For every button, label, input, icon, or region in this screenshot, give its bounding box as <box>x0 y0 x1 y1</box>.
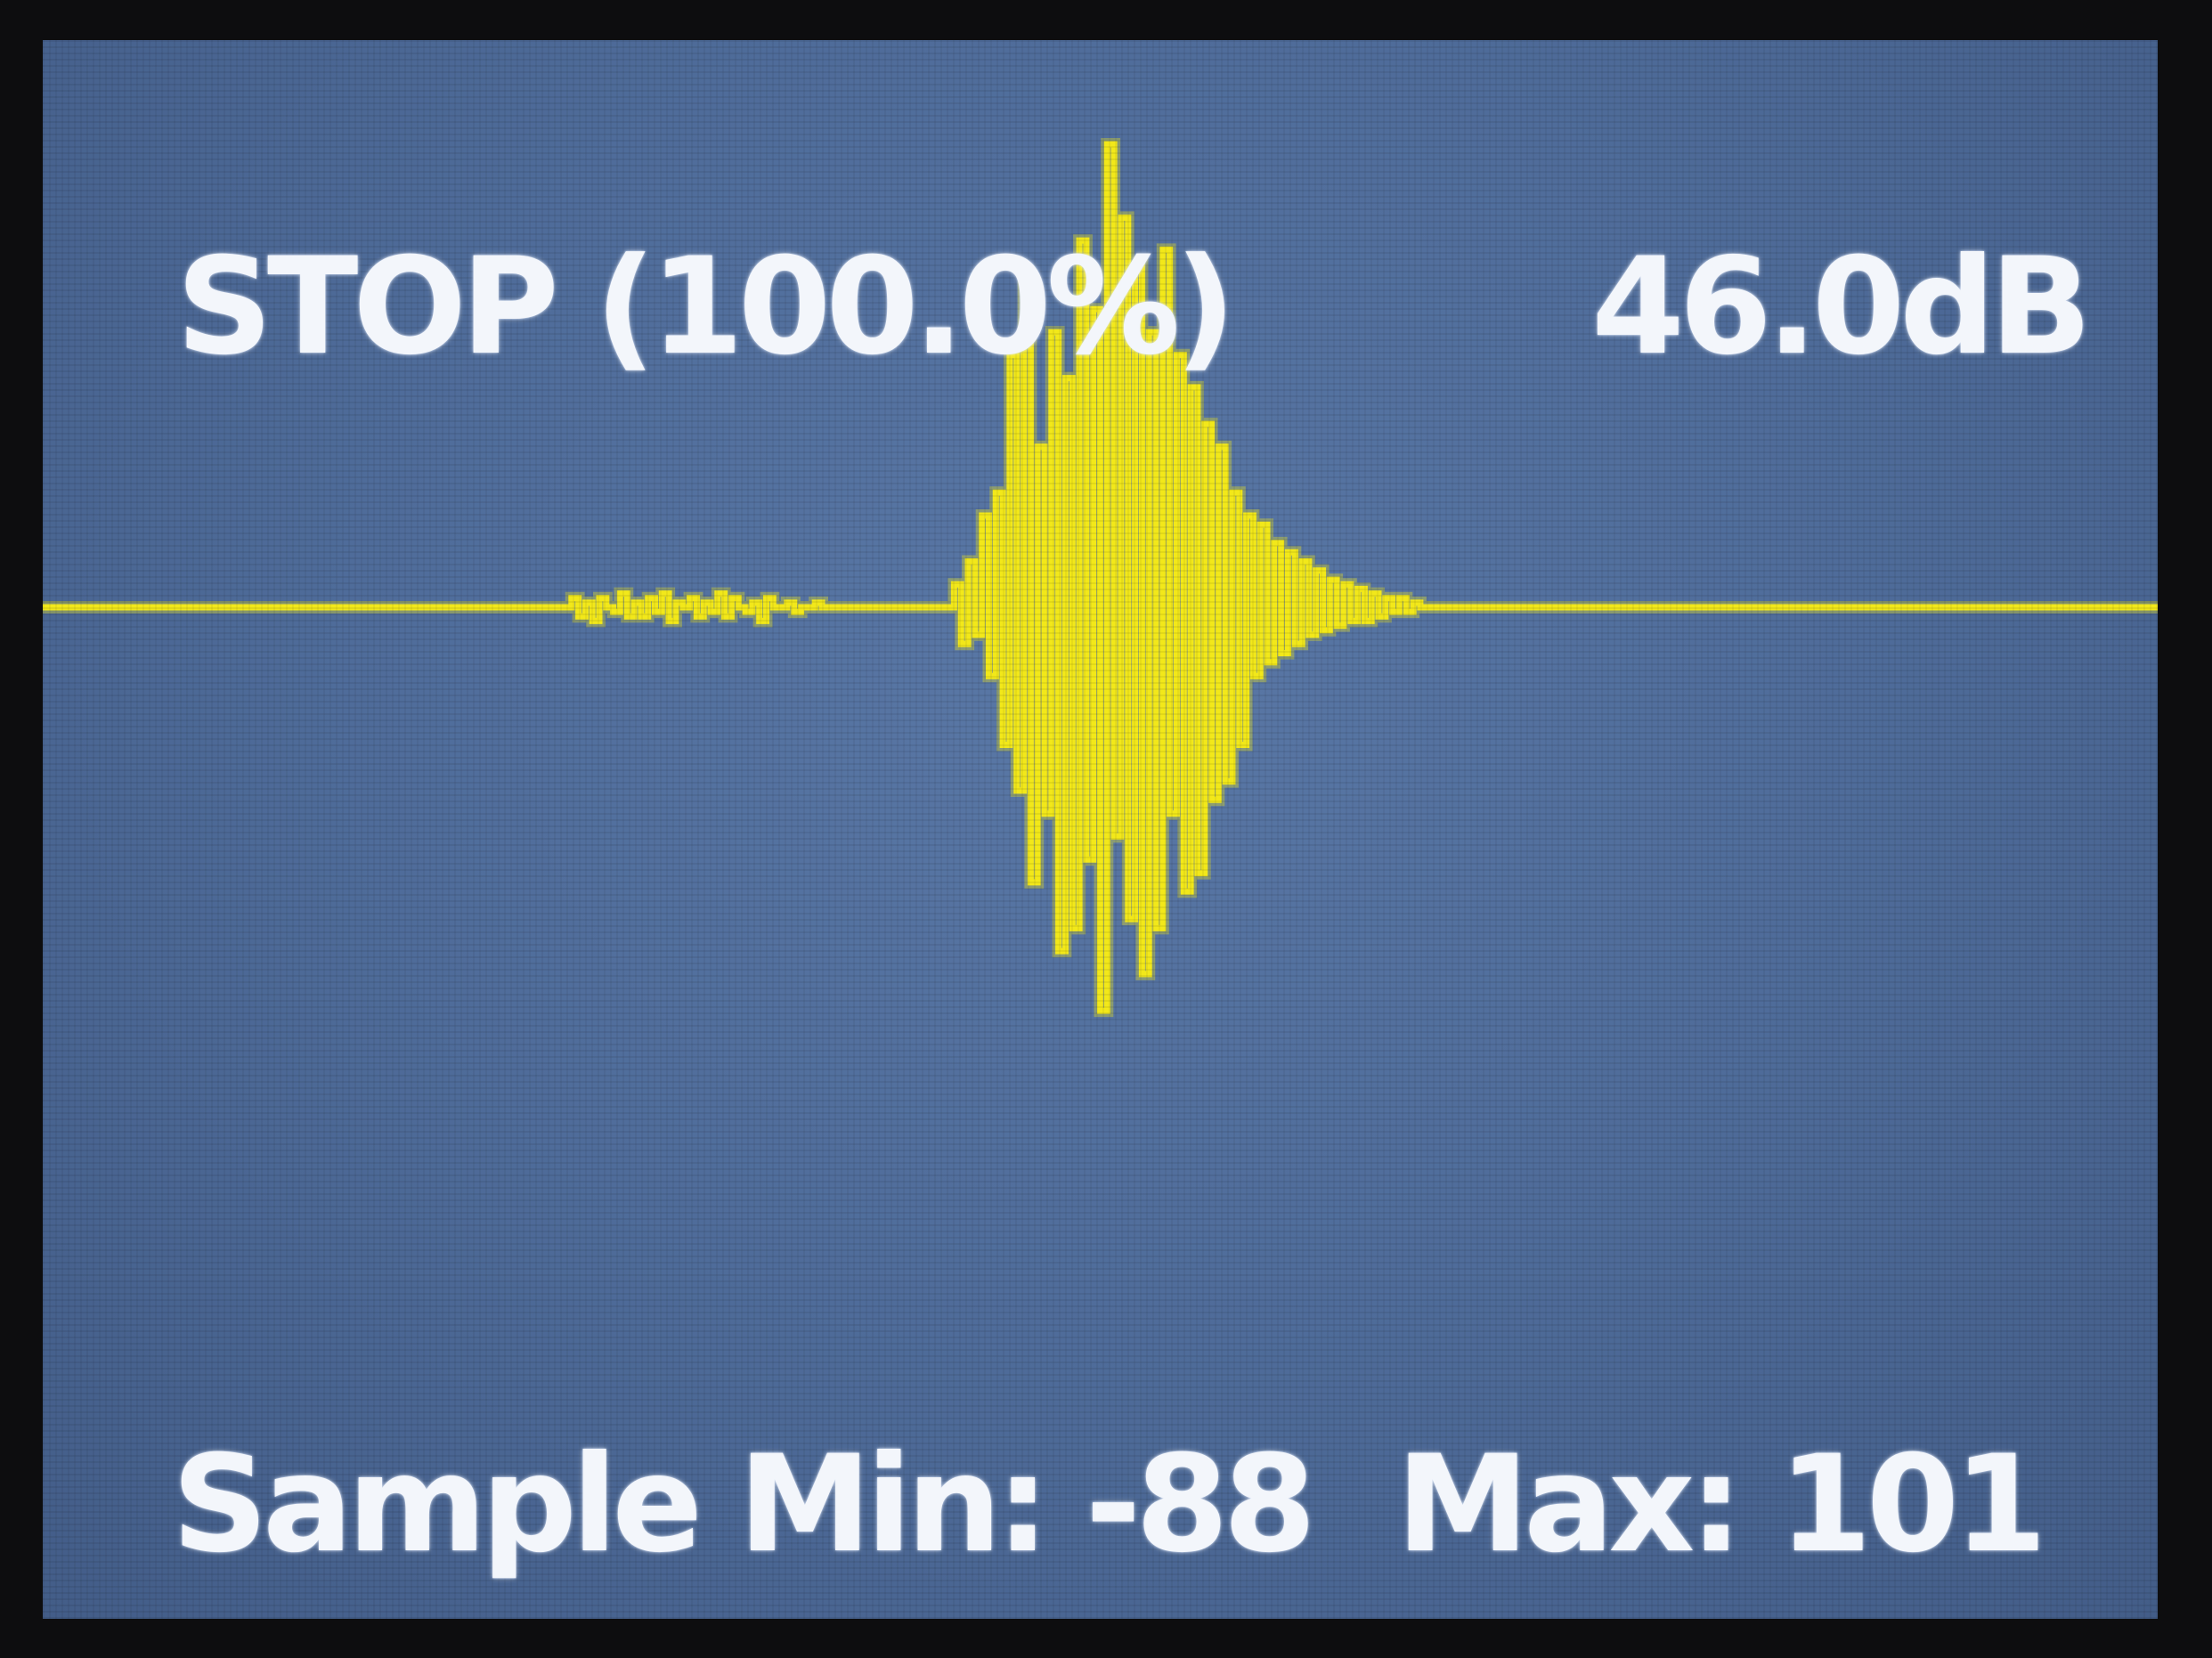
waveform-trace <box>43 141 2158 1014</box>
waveform-plot <box>43 138 2158 1018</box>
sample-max-readout: Max: 101 <box>1396 1427 2047 1582</box>
lcd-screen: STOP (100.0%) 46.0dB Sample Min: -88 Max… <box>43 40 2158 1619</box>
sound-level-readout: 46.0dB <box>1591 230 2092 385</box>
recording-status-label: STOP (100.0%) <box>176 230 1236 385</box>
waveform-trace-group <box>43 138 2158 1018</box>
sample-min-readout: Sample Min: -88 <box>172 1427 1316 1582</box>
